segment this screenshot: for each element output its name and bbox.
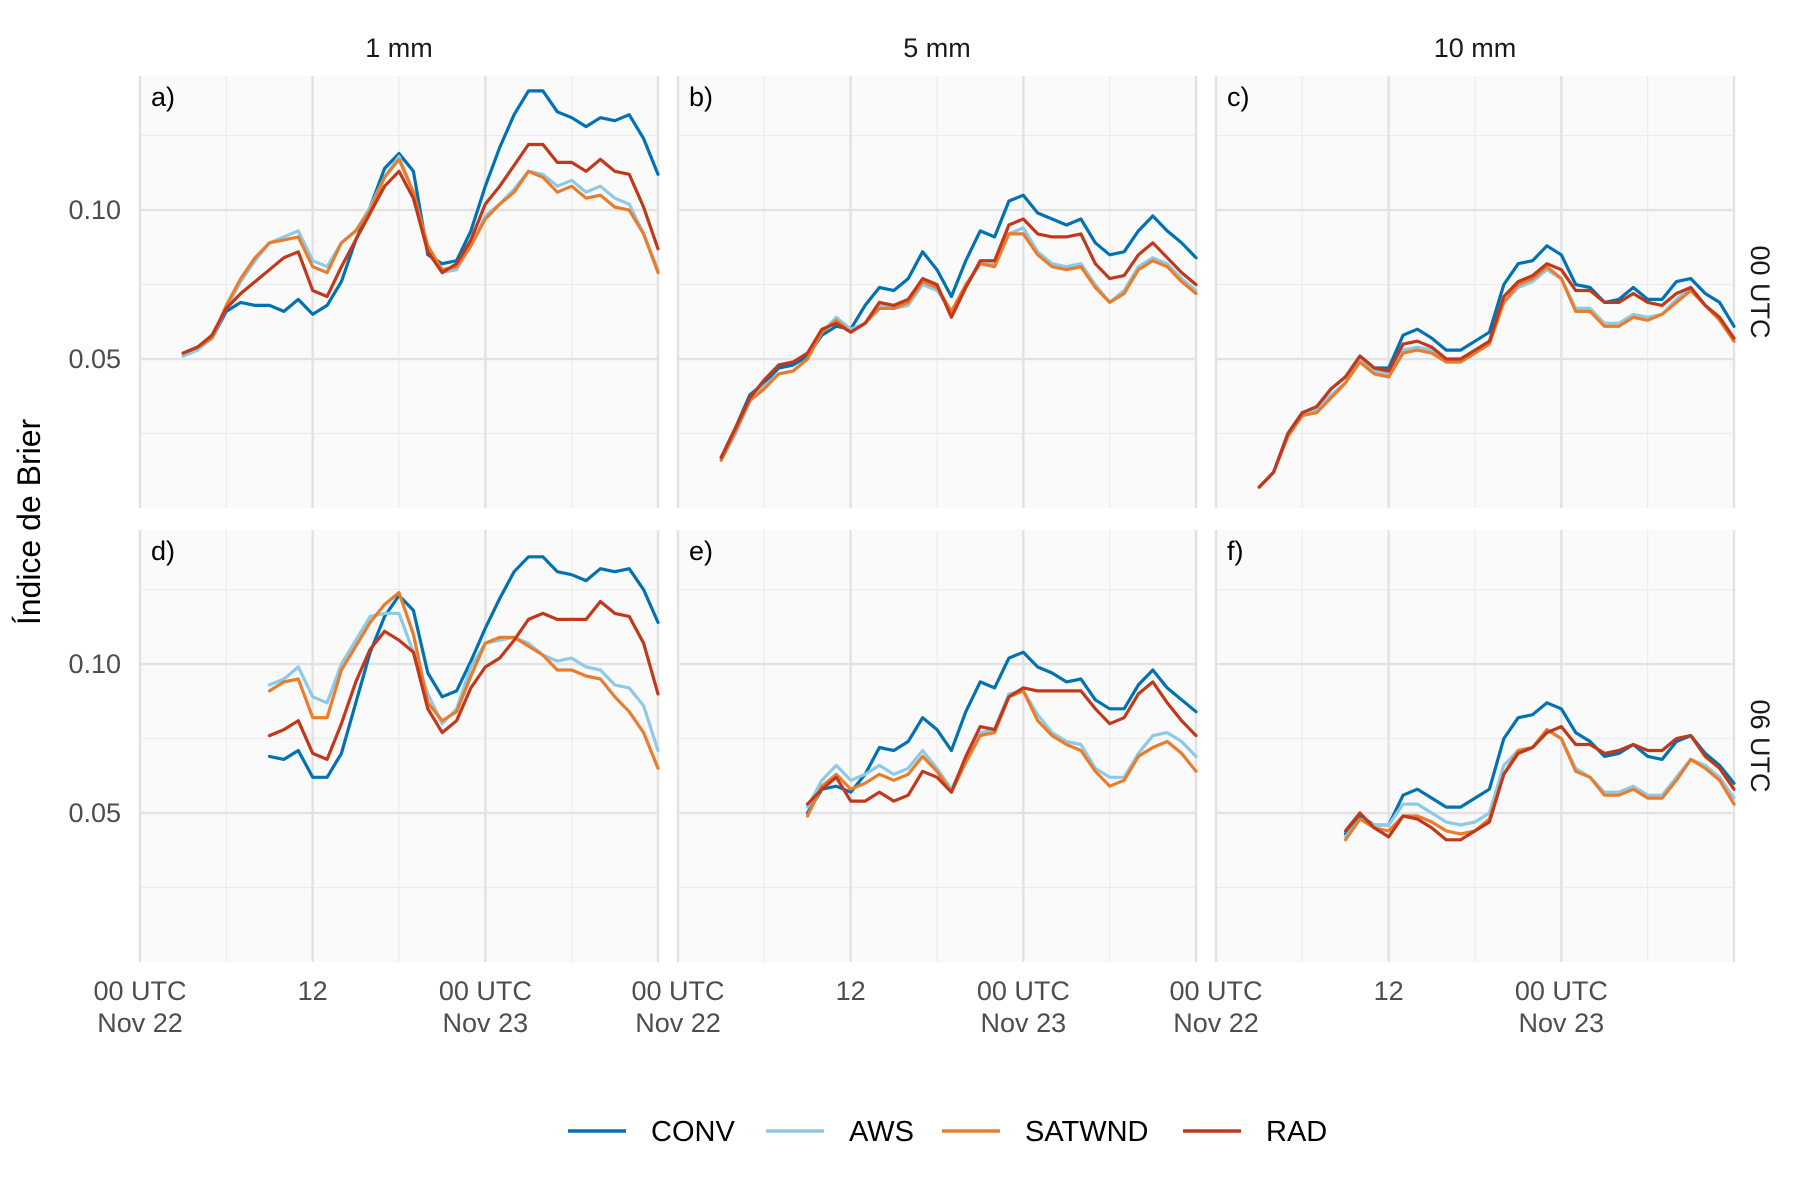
legend-label: SATWND: [1025, 1116, 1149, 1148]
y-tick-label: 0.05: [68, 344, 121, 374]
y-tick-label: 0.05: [68, 798, 121, 828]
series-line-satwnd: [719, 232, 1198, 462]
legend: CONV AWS SATWND RAD: [568, 1116, 1327, 1148]
x-tick-label-date: Nov 23: [443, 1008, 529, 1038]
panel-tag: d): [151, 536, 175, 566]
series-line-conv: [805, 650, 1198, 815]
legend-label: RAD: [1266, 1116, 1327, 1148]
panel: a): [138, 76, 660, 508]
legend-item-rad: RAD: [1183, 1116, 1327, 1148]
panel: d): [138, 530, 660, 962]
x-tick-label-date: Nov 22: [635, 1008, 721, 1038]
panel-grid: 1 mm 5 mm 10 mm 00 UTC 06 UTC 0.05 0.10 0.05 0.1…: [68, 33, 1775, 1038]
x-tick-label: 12: [298, 976, 328, 1006]
series-line-rad: [1257, 262, 1736, 489]
legend-item-satwnd: SATWND: [942, 1116, 1149, 1148]
panel: e): [676, 530, 1198, 962]
x-tick-label: 00 UTC: [93, 976, 186, 1006]
legend-label: CONV: [651, 1116, 735, 1148]
panel: f): [1214, 530, 1736, 962]
series-line-conv: [719, 193, 1198, 459]
series-line-satwnd: [267, 590, 660, 770]
x-tick-label: 12: [836, 976, 866, 1006]
series-line-rad: [805, 680, 1198, 806]
x-tick-label: 00 UTC: [1169, 976, 1262, 1006]
y-axis-label: Índice de Brier: [11, 418, 47, 625]
x-tick-label-date: Nov 23: [981, 1008, 1067, 1038]
series-line-rad: [1343, 724, 1736, 842]
y-tick-label: 0.10: [68, 649, 121, 679]
panel: b): [676, 76, 1198, 508]
column-strip-label: 1 mm: [365, 33, 433, 63]
series-line-conv: [1343, 701, 1736, 836]
series-line-rad: [181, 142, 660, 355]
row-strip-label: 00 UTC: [1745, 245, 1775, 338]
panel-tag: c): [1227, 82, 1250, 112]
column-strip-label: 5 mm: [903, 33, 971, 63]
x-tick-label: 00 UTC: [1515, 976, 1608, 1006]
row-strip-label: 06 UTC: [1745, 699, 1775, 792]
panel-tag: a): [151, 82, 175, 112]
column-strip-label: 10 mm: [1434, 33, 1517, 63]
x-tick-label-date: Nov 22: [97, 1008, 183, 1038]
panel: c): [1214, 76, 1736, 508]
panel-tag: f): [1227, 536, 1244, 566]
series-line-aws: [267, 611, 660, 753]
x-tick-label-date: Nov 22: [1173, 1008, 1259, 1038]
x-tick-label: 00 UTC: [439, 976, 532, 1006]
series-line-rad: [719, 217, 1198, 459]
legend-item-conv: CONV: [568, 1116, 735, 1148]
legend-item-aws: AWS: [766, 1116, 914, 1148]
x-tick-label-date: Nov 23: [1519, 1008, 1605, 1038]
panel-tag: e): [689, 536, 713, 566]
x-tick-label: 00 UTC: [631, 976, 724, 1006]
series-line-conv: [267, 555, 660, 779]
panel-tag: b): [689, 82, 713, 112]
series-line-rad: [267, 599, 660, 762]
legend-label: AWS: [849, 1116, 914, 1148]
x-tick-label: 12: [1374, 976, 1404, 1006]
y-tick-label: 0.10: [68, 195, 121, 225]
x-tick-label: 00 UTC: [977, 976, 1070, 1006]
